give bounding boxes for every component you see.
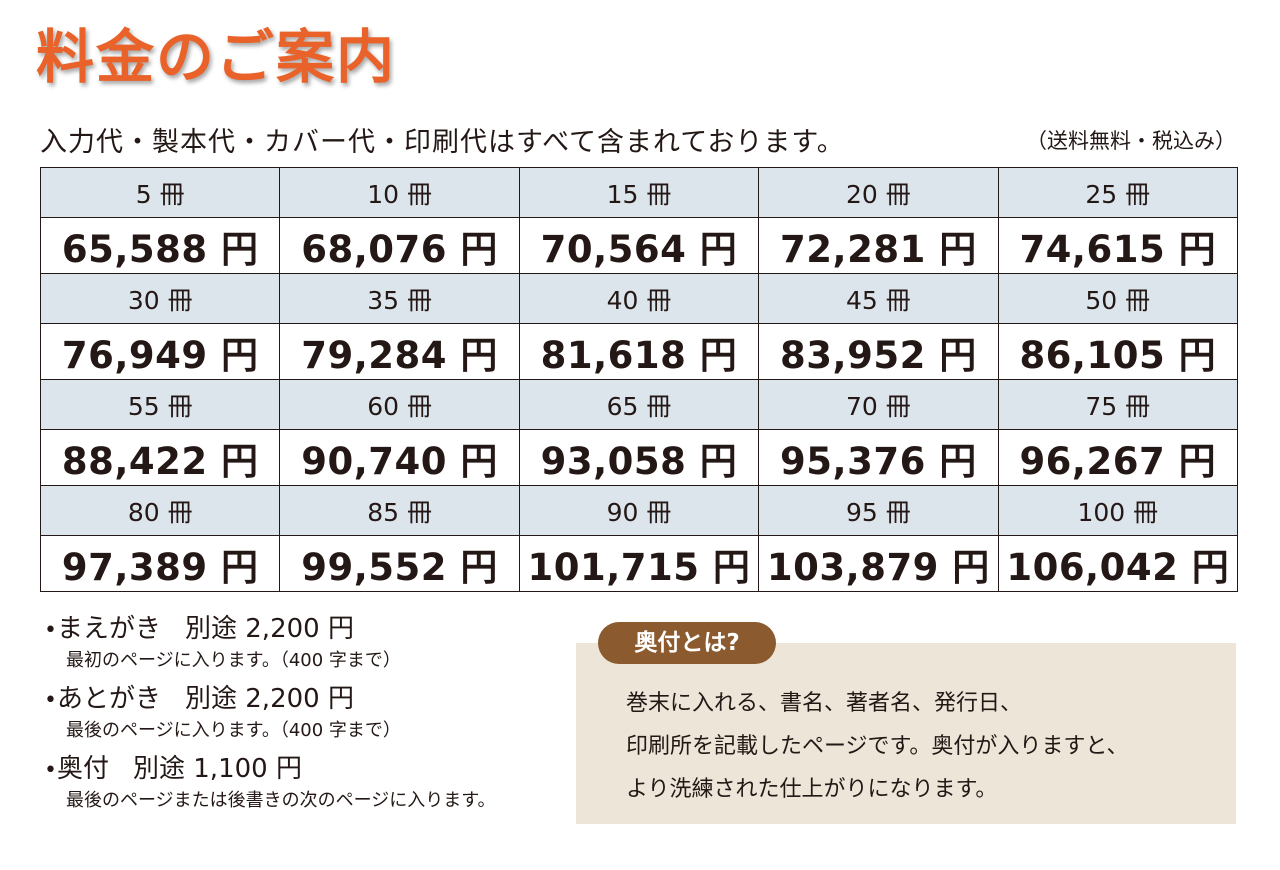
option-maegaki: •まえがき 別途 2,200 円 最初のページに入ります。（400 字まで） [44,612,584,674]
price-cell: 74,615 円 [997,217,1239,274]
price-row: 76,949 円 79,284 円 81,618 円 83,952 円 86,1… [39,323,1239,380]
option-price: 別途 2,200 円 [185,614,354,644]
option-price: 別途 1,100 円 [133,754,302,784]
option-okuzuke: •奥付 別途 1,100 円 最後のページまたは後書きの次のページに入ります。 [44,752,584,814]
option-description: 最初のページに入ります。（400 字まで） [66,650,401,671]
bullet-icon: • [44,758,57,783]
price-cell: 99,552 円 [279,535,520,592]
quantity-cell: 10 冊 [279,167,520,218]
price-cell: 86,105 円 [997,323,1239,380]
option-description: 最後のページまたは後書きの次のページに入ります。 [66,790,496,811]
page-title: 料金のご案内 [36,23,397,91]
price-cell: 76,949 円 [39,323,281,380]
quantity-cell: 100 冊 [997,485,1239,536]
price-cell: 97,389 円 [39,535,281,592]
quantity-cell: 70 冊 [758,379,999,430]
price-cell: 90,740 円 [279,429,520,486]
quantity-cell: 25 冊 [997,167,1239,218]
price-cell: 106,042 円 [997,535,1239,592]
quantity-cell: 50 冊 [997,273,1239,324]
price-cell: 81,618 円 [518,323,760,380]
price-cell: 101,715 円 [518,535,760,592]
quantity-cell: 15 冊 [518,167,760,218]
quantity-cell: 35 冊 [279,273,520,324]
quantity-cell: 75 冊 [997,379,1239,430]
quantity-cell: 55 冊 [39,379,281,430]
quantity-cell: 90 冊 [518,485,760,536]
option-label: あとがき [56,684,161,714]
price-cell: 70,564 円 [518,217,760,274]
price-cell: 68,076 円 [279,217,520,274]
quantity-row: 55 冊 60 冊 65 冊 70 冊 75 冊 [39,379,1239,430]
option-label: 奥付 [56,754,109,784]
quantity-cell: 5 冊 [39,167,281,218]
option-price: 別途 2,200 円 [185,684,354,714]
okuzuke-explanation: 巻末に入れる、書名、著者名、発行日、 印刷所を記載したページです。奥付が入ります… [626,682,1128,811]
option-heading: •あとがき 別途 2,200 円 [44,682,584,718]
quantity-row: 30 冊 35 冊 40 冊 45 冊 50 冊 [39,273,1239,324]
quantity-cell: 20 冊 [758,167,999,218]
price-cell: 79,284 円 [279,323,520,380]
option-heading: •まえがき 別途 2,200 円 [44,612,584,648]
quantity-cell: 80 冊 [39,485,281,536]
price-cell: 103,879 円 [758,535,999,592]
price-row: 97,389 円 99,552 円 101,715 円 103,879 円 10… [39,535,1239,592]
quantity-cell: 95 冊 [758,485,999,536]
tax-note: （送料無料・税込み） [1026,129,1236,153]
optional-extras: •まえがき 別途 2,200 円 最初のページに入ります。（400 字まで） •あ… [44,612,584,822]
price-cell: 83,952 円 [758,323,999,380]
quantity-cell: 40 冊 [518,273,760,324]
price-cell: 93,058 円 [518,429,760,486]
option-atogaki: •あとがき 別途 2,200 円 最後のページに入ります。（400 字まで） [44,682,584,744]
okuzuke-info-box [576,643,1236,824]
okuzuke-line: 印刷所を記載したページです。奥付が入りますと、 [626,734,1129,759]
quantity-row: 5 冊 10 冊 15 冊 20 冊 25 冊 [39,167,1239,218]
price-row: 65,588 円 68,076 円 70,564 円 72,281 円 74,6… [39,217,1239,274]
quantity-cell: 60 冊 [279,379,520,430]
quantity-cell: 65 冊 [518,379,760,430]
quantity-row: 80 冊 85 冊 90 冊 95 冊 100 冊 [39,485,1239,536]
okuzuke-badge: 奥付とは? [598,622,776,664]
bullet-icon: • [44,688,57,713]
bullet-icon: • [44,618,57,643]
price-cell: 72,281 円 [758,217,999,274]
okuzuke-line: 巻末に入れる、書名、著者名、発行日、 [626,691,1023,716]
price-cell: 95,376 円 [758,429,999,486]
option-description: 最後のページに入ります。（400 字まで） [66,720,401,741]
included-costs-note: 入力代・製本代・カバー代・印刷代はすべて含まれております。 [40,127,845,158]
okuzuke-line: より洗練された仕上がりになります。 [626,777,998,802]
quantity-cell: 85 冊 [279,485,520,536]
price-cell: 96,267 円 [997,429,1239,486]
price-row: 88,422 円 90,740 円 93,058 円 95,376 円 96,2… [39,429,1239,486]
price-cell: 88,422 円 [39,429,281,486]
price-cell: 65,588 円 [39,217,281,274]
quantity-cell: 45 冊 [758,273,999,324]
price-table: 5 冊 10 冊 15 冊 20 冊 25 冊 65,588 円 68,076 … [39,167,1239,592]
quantity-cell: 30 冊 [39,273,281,324]
option-heading: •奥付 別途 1,100 円 [44,752,584,788]
option-label: まえがき [56,614,161,644]
